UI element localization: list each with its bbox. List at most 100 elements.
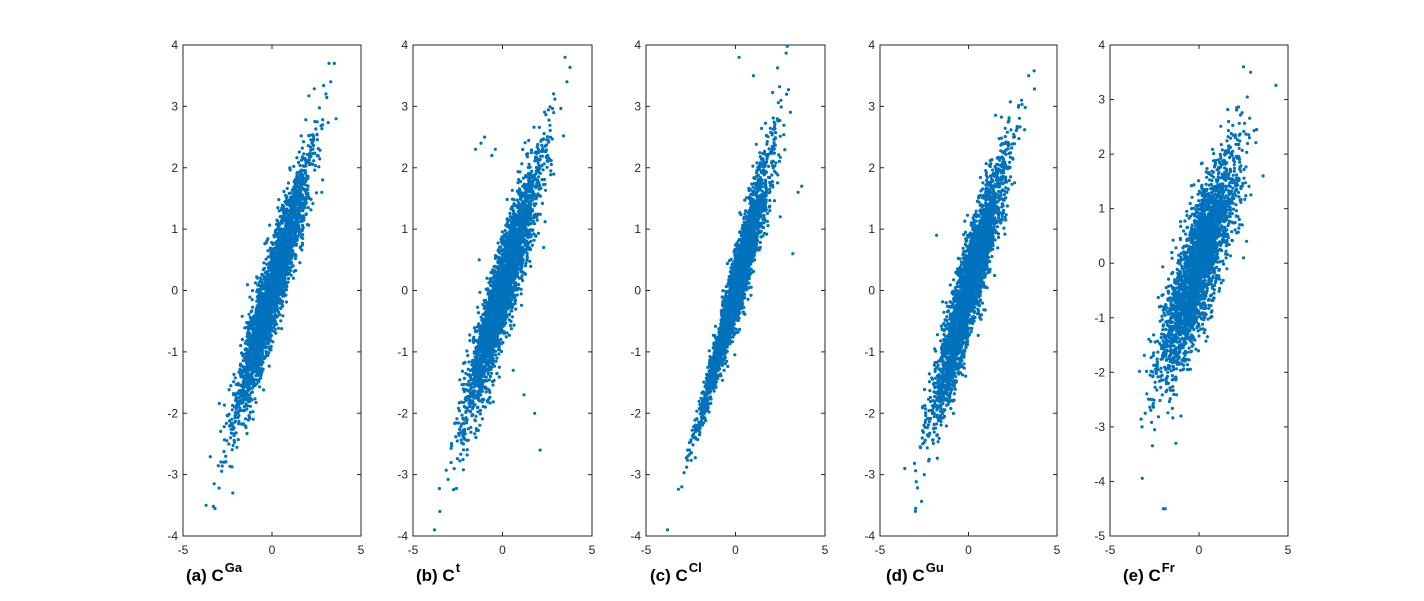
data-point	[317, 165, 321, 169]
data-point	[243, 326, 247, 330]
data-point	[568, 65, 572, 69]
data-point	[309, 155, 313, 159]
data-point	[251, 305, 255, 309]
data-point	[286, 267, 290, 271]
outlier-point	[320, 190, 324, 194]
data-point	[298, 176, 302, 180]
data-point	[231, 424, 235, 428]
data-point	[259, 376, 263, 380]
data-point	[454, 486, 458, 490]
data-point	[242, 367, 246, 371]
data-point	[231, 403, 235, 408]
data-point	[222, 425, 226, 429]
data-point	[248, 404, 252, 408]
data-point	[274, 282, 278, 286]
data-point	[252, 336, 256, 340]
data-point	[258, 318, 263, 322]
data-point	[275, 218, 279, 222]
data-point	[228, 424, 232, 428]
data-point	[301, 205, 305, 209]
data-point	[245, 380, 250, 384]
data-point	[227, 388, 231, 392]
data-point	[504, 335, 508, 339]
data-point	[248, 347, 252, 351]
data-point	[497, 352, 501, 356]
data-point	[266, 249, 270, 253]
data-point	[296, 214, 300, 218]
data-point	[248, 410, 252, 414]
data-point	[240, 314, 244, 318]
data-point	[311, 201, 315, 206]
data-point	[455, 457, 459, 461]
data-point	[279, 269, 284, 273]
data-point	[287, 209, 291, 213]
data-point	[318, 157, 322, 161]
data-point	[288, 241, 292, 245]
data-point	[301, 140, 306, 144]
data-point	[235, 403, 239, 407]
data-point	[309, 138, 313, 142]
data-point	[298, 246, 302, 250]
data-point	[283, 257, 287, 261]
data-point	[284, 300, 288, 304]
data-point	[473, 403, 477, 407]
data-point	[282, 251, 286, 255]
data-point	[282, 292, 286, 297]
data-point	[275, 301, 279, 306]
data-point	[254, 307, 258, 311]
data-point	[489, 270, 493, 275]
data-point	[466, 367, 470, 371]
data-point	[277, 228, 281, 232]
data-point	[245, 407, 249, 411]
data-point	[277, 301, 281, 305]
data-point	[239, 422, 244, 426]
data-point	[259, 373, 263, 377]
data-point	[273, 313, 277, 317]
data-point	[464, 416, 468, 420]
data-point	[301, 180, 305, 184]
data-point	[292, 205, 296, 209]
data-point	[437, 487, 441, 491]
data-point	[270, 286, 274, 290]
data-point	[263, 331, 267, 335]
data-point	[213, 506, 217, 511]
data-point	[234, 412, 238, 417]
data-point	[306, 206, 310, 210]
data-point	[267, 364, 271, 368]
data-point	[276, 276, 280, 280]
data-point	[304, 118, 308, 122]
data-point	[245, 283, 250, 287]
data-point	[237, 422, 241, 426]
data-point	[240, 337, 244, 342]
data-point	[273, 305, 277, 310]
data-point	[274, 331, 278, 335]
data-point	[217, 401, 221, 406]
data-point	[253, 329, 257, 333]
data-point	[303, 179, 308, 184]
data-point	[294, 223, 298, 228]
data-point	[279, 240, 283, 245]
data-point	[552, 172, 556, 176]
data-point	[250, 390, 254, 394]
data-point	[285, 272, 289, 277]
data-point	[313, 164, 317, 168]
data-point	[298, 230, 302, 234]
data-point	[270, 268, 274, 272]
data-point	[493, 353, 498, 357]
data-point	[282, 189, 286, 194]
data-point	[529, 235, 533, 239]
data-point	[461, 457, 465, 462]
data-point	[508, 215, 512, 219]
data-point	[299, 215, 303, 219]
data-point	[298, 163, 302, 167]
data-point	[478, 290, 482, 294]
data-point	[295, 156, 299, 160]
data-point	[514, 307, 518, 311]
data-point	[281, 246, 285, 250]
y-tick-label: 3	[171, 99, 178, 113]
data-point	[510, 315, 514, 319]
data-point	[261, 292, 265, 296]
data-point	[307, 134, 311, 138]
data-point	[259, 276, 263, 280]
